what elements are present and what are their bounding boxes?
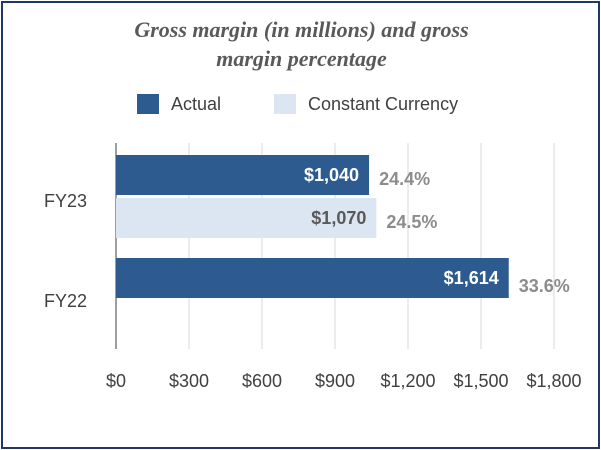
bar-value-label-actual-fy23: $1,040 [304, 165, 359, 185]
chart-title-line-2: margin percentage [216, 46, 387, 71]
bar-actual-fy22 [116, 258, 509, 298]
x-tick-label-2: $600 [242, 371, 282, 391]
x-tick-label-6: $1,800 [526, 371, 581, 391]
bar-chart-plot: $0 $300 $600 $900 $1,200 $1,500 $1,800 FY23 $1,0… [44, 143, 582, 391]
pct-label-constant-currency-fy23: 24.5% [386, 212, 437, 232]
chart-legend: Actual Constant Currency [3, 92, 600, 116]
category-label-fy22: FY22 [44, 291, 87, 311]
bar-value-label-constant-currency-fy23: $1,070 [311, 208, 366, 228]
legend-swatch-actual [137, 94, 159, 114]
x-tick-label-1: $300 [169, 371, 209, 391]
x-tick-label-0: $0 [106, 371, 126, 391]
x-tick-label-4: $1,200 [380, 371, 435, 391]
chart-title-line-1: Gross margin (in millions) and gross [134, 17, 469, 42]
bar-constant-currency-fy23 [116, 198, 377, 238]
x-tick-label-5: $1,500 [453, 371, 508, 391]
legend-swatch-constant-currency [274, 94, 296, 114]
chart-title: Gross margin (in millions) and gross mar… [3, 15, 600, 73]
x-tick-label-3: $900 [315, 371, 355, 391]
pct-label-actual-fy23: 24.4% [379, 169, 430, 189]
legend-label-constant-currency: Constant Currency [308, 94, 459, 114]
category-label-fy23: FY23 [44, 191, 87, 211]
bar-value-label-actual-fy22: $1,614 [444, 268, 499, 288]
legend-label-actual: Actual [171, 94, 222, 114]
bar-actual-fy23 [116, 155, 370, 195]
pct-label-actual-fy22: 33.6% [519, 276, 570, 296]
